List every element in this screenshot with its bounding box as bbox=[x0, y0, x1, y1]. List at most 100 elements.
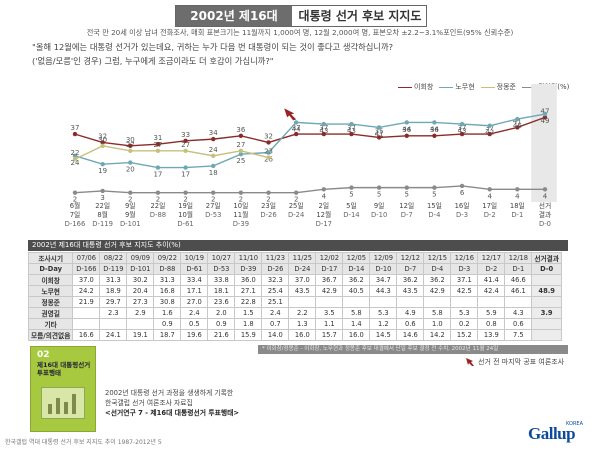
data-point bbox=[238, 148, 244, 154]
table-cell bbox=[477, 296, 506, 308]
row-label: 기타 bbox=[27, 318, 74, 330]
table-cell: 1.3 bbox=[288, 318, 317, 330]
x-tick-date: 18일 bbox=[509, 202, 525, 210]
table-cell: 14.2 bbox=[423, 329, 452, 341]
table-cell: 19.1 bbox=[126, 329, 155, 341]
illustration-bar bbox=[48, 404, 52, 414]
x-tick-label: 16일 D-3 bbox=[447, 202, 477, 220]
legend-swatch bbox=[480, 86, 495, 88]
table-cell: 08/22 bbox=[99, 252, 128, 264]
data-label: 37 bbox=[458, 124, 467, 132]
table-cell: 12/12 bbox=[396, 252, 425, 264]
data-point bbox=[487, 123, 492, 128]
data-point bbox=[100, 188, 105, 194]
table-cell: 11/23 bbox=[261, 252, 290, 264]
table-cell bbox=[315, 296, 344, 308]
data-point bbox=[183, 138, 188, 143]
x-tick-dday: D-10 bbox=[370, 211, 388, 219]
data-label: 23 bbox=[264, 148, 273, 156]
x-tick-date: 17일 bbox=[482, 202, 498, 210]
table-cell: 5.3 bbox=[450, 307, 479, 319]
data-point bbox=[432, 120, 437, 125]
data-label: 2 bbox=[294, 196, 298, 204]
data-label: 41 bbox=[375, 130, 384, 138]
data-point bbox=[128, 143, 133, 149]
data-point bbox=[349, 185, 354, 190]
data-label: 5 bbox=[405, 191, 409, 199]
data-label: 32 bbox=[98, 132, 107, 140]
x-tick-date: 9월 bbox=[124, 211, 136, 219]
table-cell: 41.4 bbox=[477, 274, 506, 286]
table-cell: 20.4 bbox=[126, 285, 155, 297]
table-cell: 30.2 bbox=[126, 274, 155, 286]
table-cell: 27.1 bbox=[234, 285, 263, 297]
x-tick-label: 6월 7일 D-166 bbox=[60, 202, 90, 229]
legend-label: 정몽준 bbox=[496, 83, 516, 91]
illustration-bar bbox=[64, 402, 68, 414]
book-desc-line-2: 한국갤럽 선거 여론조사 자료집 bbox=[105, 399, 193, 407]
data-point bbox=[100, 140, 105, 145]
table-cell: 14.6 bbox=[396, 329, 425, 341]
data-label: 44 bbox=[292, 125, 301, 133]
x-tick-label: 선거 결과 D-0 bbox=[530, 202, 560, 229]
table-cell bbox=[99, 318, 128, 330]
x-tick-dday: D-24 bbox=[288, 211, 305, 219]
x-tick-date: 결과 bbox=[538, 211, 552, 219]
book-number: 02 bbox=[37, 350, 50, 360]
data-point bbox=[155, 190, 161, 195]
book-title-line-1: 제16대 대통령선거 bbox=[37, 361, 91, 369]
data-point bbox=[321, 187, 327, 192]
data-label: 17 bbox=[153, 171, 162, 179]
data-label: 30 bbox=[126, 136, 135, 144]
data-label: 36 bbox=[402, 126, 411, 134]
data-point bbox=[238, 190, 244, 195]
red-arrow-icon bbox=[466, 358, 474, 366]
data-point bbox=[211, 153, 216, 159]
table-cell: 0.6 bbox=[504, 318, 533, 330]
table-cell: D-17 bbox=[315, 263, 344, 275]
table-cell: 0.2 bbox=[450, 318, 479, 330]
data-point bbox=[432, 185, 437, 190]
x-tick-date: 9일 bbox=[373, 202, 385, 210]
table-cell: 27.3 bbox=[126, 296, 155, 308]
book-illustration bbox=[41, 387, 85, 419]
table-cell: 27.0 bbox=[180, 296, 209, 308]
table-cell: 37.1 bbox=[450, 274, 479, 286]
x-tick-label: 22일 8월 D-119 bbox=[88, 202, 118, 229]
data-label: 2 bbox=[128, 196, 132, 204]
x-tick-label: 5일 D-14 bbox=[336, 202, 366, 220]
data-point bbox=[100, 143, 105, 149]
table-cell: 7.5 bbox=[504, 329, 533, 341]
x-tick-label: 27일 D-53 bbox=[198, 202, 228, 220]
data-label: 19 bbox=[98, 167, 107, 175]
data-point bbox=[266, 190, 271, 195]
data-point bbox=[404, 133, 409, 138]
table-cell: 29.7 bbox=[99, 296, 128, 308]
table-title: 2002년 제16대 대통령 선거 후보 지지도 추이(%) bbox=[28, 240, 568, 251]
table-cell: D-61 bbox=[180, 263, 209, 275]
data-point bbox=[155, 165, 161, 170]
x-tick-date: 22일 bbox=[95, 202, 111, 210]
table-row: 기타 0.9 0.5 0.9 1.8 0.7 1.3 1.1 1.4 1.2 0.6 1.0 0.2 0.… bbox=[27, 318, 562, 330]
table-cell bbox=[531, 318, 562, 330]
x-tick-date: 19일 bbox=[178, 202, 194, 210]
table-cell: 12/15 bbox=[423, 252, 452, 264]
table-note: * 이회창/정몽준 - 이회창, 노무현과 정몽준 후보 대결에서 단일 후보 … bbox=[258, 345, 568, 354]
data-point bbox=[155, 148, 161, 154]
data-point bbox=[128, 160, 133, 165]
table-row: 노무현 24.2 18.9 20.4 16.8 17.1 18.1 27.1 25.4 43.5 4… bbox=[27, 285, 562, 297]
table-cell: 16.8 bbox=[153, 285, 182, 297]
data-point bbox=[72, 153, 78, 159]
x-tick-date: 25일 bbox=[288, 202, 304, 210]
table-cell bbox=[288, 296, 317, 308]
table-cell: D-53 bbox=[207, 263, 236, 275]
title-year: 2002년 제16대 bbox=[176, 6, 292, 26]
data-point bbox=[183, 148, 188, 154]
data-label: 43 bbox=[347, 127, 356, 135]
data-point bbox=[376, 125, 382, 130]
table-cell: 1.2 bbox=[369, 318, 398, 330]
legend-swatch bbox=[439, 86, 454, 88]
table-cell: D-39 bbox=[234, 263, 263, 275]
table-cell: 2.4 bbox=[180, 307, 209, 319]
x-tick-label: 2일 12월 D-17 bbox=[309, 202, 339, 229]
